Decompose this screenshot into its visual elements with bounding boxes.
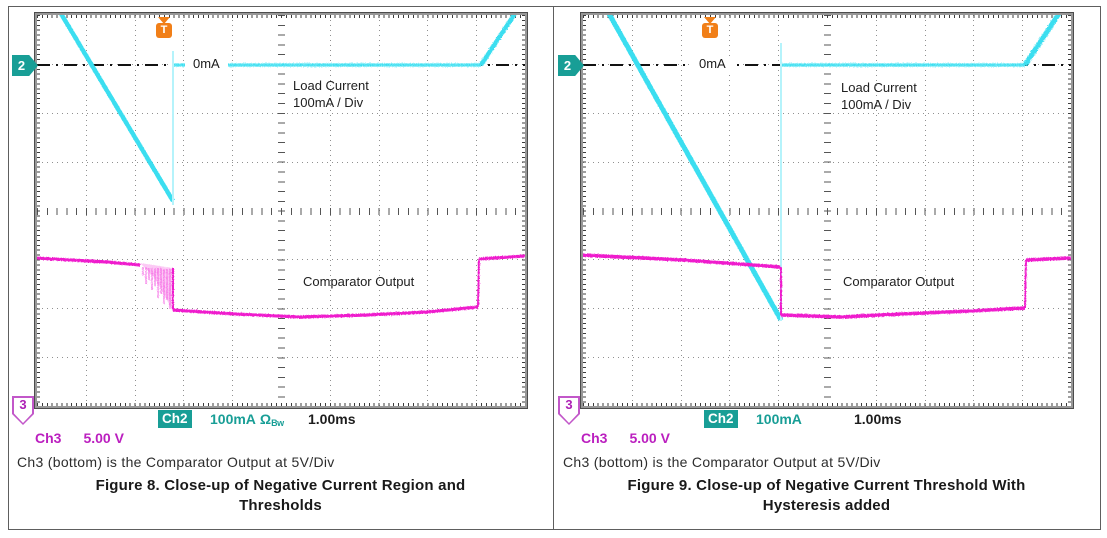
ch3-label: Ch3 xyxy=(581,430,608,446)
oscilloscope-screen: 0mA Load Current 100mA / Div Comparator … xyxy=(581,13,1073,408)
load-current-annotation: Load Current 100mA / Div xyxy=(293,77,369,111)
center-horizontal-axis xyxy=(37,207,525,215)
figure-title-line2: Thresholds xyxy=(239,497,322,514)
comparator-output-annotation: Comparator Output xyxy=(303,274,415,289)
figure8-panel: 0mA Load Current 100mA / Div Comparator … xyxy=(8,6,553,529)
load-current-label-line2: 100mA / Div xyxy=(293,95,364,110)
timebase-readout: 1.00ms xyxy=(308,411,356,427)
ch2-coupling-symbol: Ω xyxy=(259,411,272,427)
scope-readout-row: Ch2 100mA ΩBw 1.00ms xyxy=(8,410,553,430)
ch2-scale-readout: 100mA ΩBw xyxy=(210,411,284,428)
panel-divider xyxy=(553,6,554,530)
load-current-label-line1: Load Current xyxy=(841,80,917,95)
figure9-panel: 0mA Load Current 100mA / Div Comparator … xyxy=(554,6,1099,529)
ch2-badge: Ch2 xyxy=(704,410,738,428)
ch2-badge: Ch2 xyxy=(158,410,192,428)
ch2-scale-readout: 100mA xyxy=(756,411,806,428)
waveform-traces xyxy=(37,15,525,319)
ch2-load-current-trace xyxy=(59,15,517,203)
timebase-readout: 1.00ms xyxy=(854,411,902,427)
ch3-label: Ch3 xyxy=(35,430,62,446)
figure-title-line1: Figure 9. Close-up of Negative Current T… xyxy=(627,477,1026,494)
ch3-scale-value: 5.00 V xyxy=(83,430,124,446)
waveform-traces xyxy=(583,15,1071,322)
edge-ticks xyxy=(583,15,1071,18)
scope-readout-row: Ch2 100mA 1.00ms xyxy=(554,410,1099,430)
edge-ticks xyxy=(37,15,525,18)
ch2-load-current-trace xyxy=(606,15,1062,322)
oscilloscope-screen: 0mA Load Current 100mA / Div Comparator … xyxy=(35,13,527,408)
edge-ticks xyxy=(1068,15,1071,406)
trigger-arrow-icon xyxy=(704,17,716,24)
bandwidth-limit-icon: Bw xyxy=(271,418,284,428)
load-current-label-line1: Load Current xyxy=(293,78,369,93)
trigger-arrow-icon xyxy=(158,17,170,24)
edge-ticks xyxy=(583,403,1071,406)
channel3-reference-marker: 3 xyxy=(558,396,580,425)
zero-current-label: 0mA xyxy=(185,56,228,71)
figure-title-line2: Hysteresis added xyxy=(762,497,891,514)
edge-ticks xyxy=(37,15,40,406)
edge-ticks xyxy=(37,403,525,406)
ch2-scale-value: 100mA xyxy=(210,411,256,427)
trigger-t-icon: T xyxy=(702,23,718,38)
ch3-scale-readout: Ch3 5.00 V xyxy=(35,430,124,446)
edge-ticks xyxy=(522,15,525,406)
marker-fill xyxy=(560,398,578,423)
channel3-reference-marker: 3 xyxy=(12,396,34,425)
ch3-comparator-trace xyxy=(583,253,1071,319)
marker-fill xyxy=(14,398,32,423)
channel2-reference-marker: 2 xyxy=(558,55,584,76)
ch2-scale-value: 100mA xyxy=(756,411,802,427)
marker-number: 3 xyxy=(19,397,27,412)
figure-note: Ch3 (bottom) is the Comparator Output at… xyxy=(17,454,335,470)
figure-note: Ch3 (bottom) is the Comparator Output at… xyxy=(563,454,881,470)
load-current-label-line2: 100mA / Div xyxy=(841,97,912,112)
edge-ticks xyxy=(583,15,586,406)
comparator-output-annotation: Comparator Output xyxy=(843,274,955,289)
figure-title: Figure 9. Close-up of Negative Current T… xyxy=(554,476,1099,516)
ch3-scale-value: 5.00 V xyxy=(629,430,670,446)
marker-number: 3 xyxy=(565,397,573,412)
trigger-position-marker: T xyxy=(701,17,719,38)
ch3-scale-readout: Ch3 5.00 V xyxy=(581,430,670,446)
ch3-comparator-trace xyxy=(37,254,525,319)
outer-border xyxy=(8,6,1101,530)
figure-title-line1: Figure 8. Close-up of Negative Current R… xyxy=(95,477,466,494)
channel2-reference-marker: 2 xyxy=(12,55,38,76)
trigger-t-icon: T xyxy=(156,23,172,38)
trigger-position-marker: T xyxy=(155,17,173,38)
load-current-annotation: Load Current 100mA / Div xyxy=(841,79,917,113)
figure-title: Figure 8. Close-up of Negative Current R… xyxy=(8,476,553,516)
center-horizontal-axis xyxy=(583,207,1071,215)
zero-current-label: 0mA xyxy=(691,56,734,71)
